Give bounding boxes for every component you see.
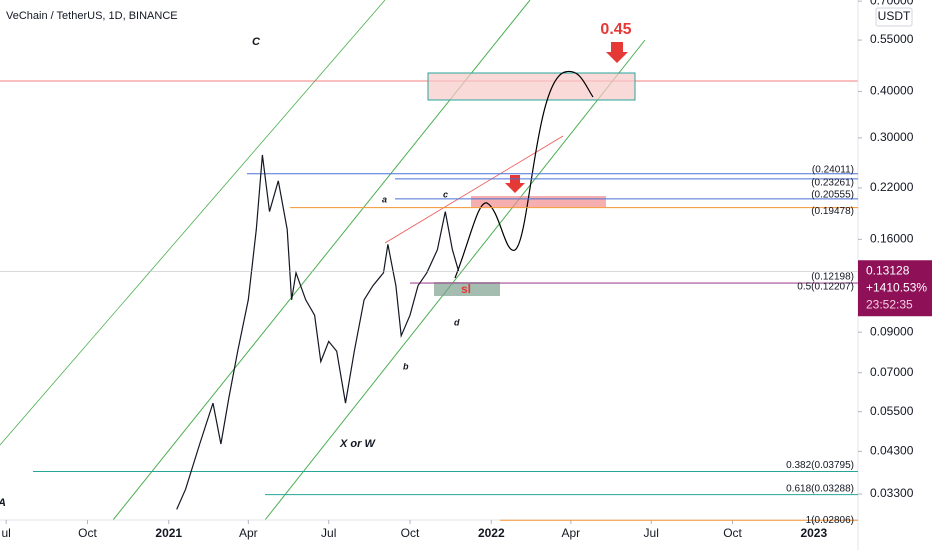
wave-label: X or W (339, 438, 376, 450)
currency-box (875, 7, 913, 27)
channel-line (264, 39, 646, 521)
y-tick-label: 0.22000 (870, 180, 914, 194)
y-tick-label: 0.05500 (870, 404, 914, 418)
level-label: (0.19478) (811, 206, 854, 217)
wave-label: b (403, 361, 409, 371)
price-change: +1410.53% (866, 280, 927, 294)
last-price: 0.13128 (866, 263, 910, 277)
y-tick-label: 0.07000 (870, 365, 914, 379)
y-tick-label: 0.16000 (870, 231, 914, 245)
countdown: 23:52:35 (866, 297, 913, 311)
y-tick-label: 0.70000 (870, 0, 914, 7)
x-tick-label: Oct (78, 526, 97, 540)
resistance-box (471, 196, 606, 207)
chart-title: VeChain / TetherUS, 1D, BINANCE (6, 10, 178, 22)
y-tick-label: 0.30000 (870, 130, 914, 144)
price-badge (858, 260, 932, 317)
currency: USDT (878, 9, 911, 23)
stop-loss-box (434, 282, 500, 296)
level-label: (0.20555) (811, 190, 854, 201)
y-tick-label: 0.09000 (870, 324, 914, 338)
x-tick-label: ul (2, 526, 11, 540)
y-tick-label: 0.55000 (870, 32, 914, 46)
trend-line (384, 135, 564, 244)
level-label: 1(0.02806) (806, 515, 854, 526)
channel-line (0, 0, 386, 446)
y-tick-label: 0.03300 (870, 486, 914, 500)
price-line (176, 154, 460, 510)
x-tick-label: Oct (401, 526, 420, 540)
level-label: 0.382(0.03795) (786, 460, 854, 471)
level-label: 0.5(0.12207) (797, 282, 854, 293)
level-label: (0.12198) (811, 272, 854, 283)
projection-curve (454, 70, 594, 279)
arrow (606, 42, 628, 63)
wave-label: d (454, 317, 460, 327)
target-label: 0.45 (600, 21, 631, 38)
x-tick-label: Oct (723, 526, 742, 540)
y-tick-label: 0.40000 (870, 84, 914, 98)
wave-label: C (252, 36, 261, 48)
drawings (0, 0, 858, 521)
wave-label: a (382, 194, 387, 204)
x-tick-label: 2023 (800, 526, 827, 540)
x-tick-label: 2021 (155, 526, 182, 540)
level-label: (0.23261) (811, 178, 854, 189)
target-box (427, 72, 636, 101)
arrow (505, 175, 525, 193)
stop-loss-label: sl (461, 282, 471, 296)
wave-label: A (0, 497, 6, 509)
level-label: 0.618(0.03288) (786, 483, 854, 494)
wave-label: c (443, 189, 448, 199)
x-tick-label: 2022 (478, 526, 505, 540)
level-label: (0.24011) (812, 164, 854, 175)
x-tick-label: Apr (561, 526, 580, 540)
x-tick-label: Apr (239, 526, 258, 540)
y-tick-label: 0.04300 (870, 444, 914, 458)
x-tick-label: Jul (644, 526, 659, 540)
x-tick-label: Jul (321, 526, 336, 540)
